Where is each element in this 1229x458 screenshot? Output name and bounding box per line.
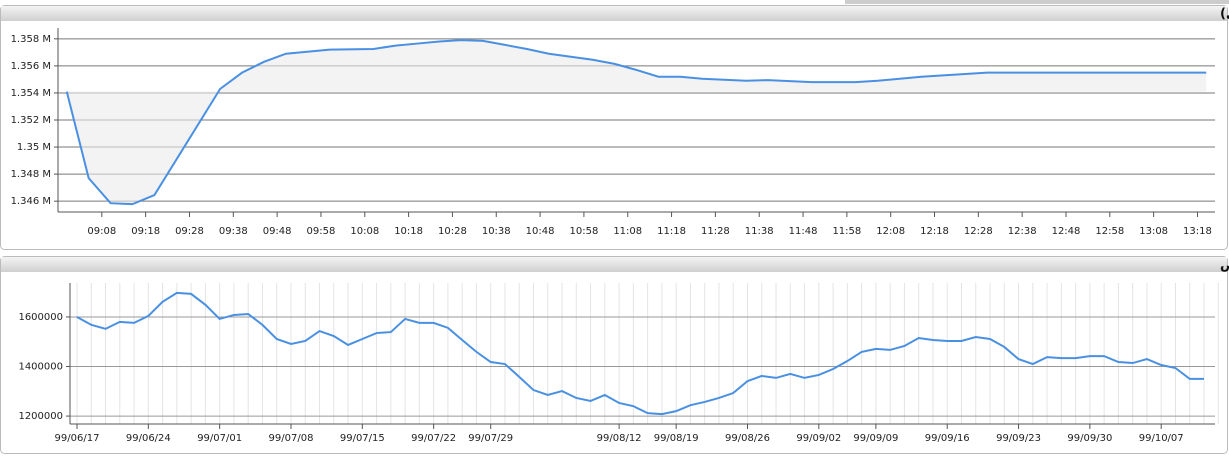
panel-title: شاخص کل (آخرین روز معاملاتی) xyxy=(1220,5,1229,22)
x-tick-label: 12:38 xyxy=(1008,226,1037,237)
panel-header xyxy=(1,6,1227,21)
x-tick-label: 99/07/01 xyxy=(197,433,242,444)
x-tick-label: 09:18 xyxy=(131,226,160,237)
x-tick-label: 99/09/30 xyxy=(1067,433,1112,444)
x-tick-label: 12:08 xyxy=(876,226,905,237)
area xyxy=(66,40,1207,205)
x-tick-label: 99/09/16 xyxy=(925,433,970,444)
y-tick-label: 1.348 M xyxy=(11,169,51,180)
x-tick-label: 99/07/22 xyxy=(411,433,456,444)
x-tick-label: 13:18 xyxy=(1183,226,1212,237)
y-tick-label: 1.346 M xyxy=(11,196,51,207)
x-tick-label: 12:18 xyxy=(920,226,949,237)
x-tick-label: 09:08 xyxy=(87,226,116,237)
x-tick-label: 11:58 xyxy=(832,226,861,237)
x-tick-label: 12:48 xyxy=(1052,226,1081,237)
x-tick-label: 09:58 xyxy=(307,226,336,237)
x-tick-label: 99/07/15 xyxy=(340,433,385,444)
y-tick-label: 1400000 xyxy=(18,362,63,373)
x-tick-label: 11:48 xyxy=(789,226,818,237)
x-tick-label: 99/06/24 xyxy=(126,433,171,444)
x-tick-label: 99/08/12 xyxy=(597,433,642,444)
x-tick-label: 99/07/29 xyxy=(468,433,513,444)
x-tick-label: 11:38 xyxy=(745,226,774,237)
y-tick-label: 1.352 M xyxy=(11,115,51,126)
x-tick-label: 13:08 xyxy=(1139,226,1168,237)
x-tick-label: 10:58 xyxy=(569,226,598,237)
x-tick-label: 09:48 xyxy=(263,226,292,237)
x-tick-label: 10:38 xyxy=(482,226,511,237)
x-tick-label: 12:58 xyxy=(1095,226,1124,237)
x-tick-label: 11:18 xyxy=(657,226,686,237)
x-tick-label: 99/08/26 xyxy=(725,433,770,444)
x-tick-label: 10:28 xyxy=(438,226,467,237)
y-tick-label: 1600000 xyxy=(18,312,63,323)
x-tick-label: 99/09/09 xyxy=(853,433,898,444)
y-tick-label: 1200000 xyxy=(18,411,63,422)
x-tick-label: 99/08/19 xyxy=(654,433,699,444)
panel-header xyxy=(1,257,1227,272)
x-tick-label: 10:48 xyxy=(526,226,555,237)
x-tick-label: 10:18 xyxy=(394,226,423,237)
x-tick-label: 99/09/23 xyxy=(996,433,1041,444)
x-tick-label: 09:38 xyxy=(219,226,248,237)
x-tick-label: 99/10/07 xyxy=(1139,433,1184,444)
x-tick-label: 11:28 xyxy=(701,226,730,237)
y-tick-label: 1.356 M xyxy=(11,61,51,72)
x-tick-label: 10:08 xyxy=(350,226,379,237)
line xyxy=(65,39,1207,206)
top-strip xyxy=(845,0,1229,4)
y-tick-label: 1.354 M xyxy=(11,88,51,99)
x-tick-label: 99/07/08 xyxy=(269,433,314,444)
x-tick-label: 99/06/17 xyxy=(55,433,100,444)
panel-title: نمودار شاخص xyxy=(1220,258,1229,273)
x-tick-label: 11:08 xyxy=(613,226,642,237)
y-tick-label: 1.35 M xyxy=(17,142,51,153)
x-tick-label: 12:28 xyxy=(964,226,993,237)
x-tick-label: 09:28 xyxy=(175,226,204,237)
y-tick-label: 1.358 M xyxy=(11,34,51,45)
line xyxy=(76,291,1204,416)
x-tick-label: 99/09/02 xyxy=(796,433,841,444)
